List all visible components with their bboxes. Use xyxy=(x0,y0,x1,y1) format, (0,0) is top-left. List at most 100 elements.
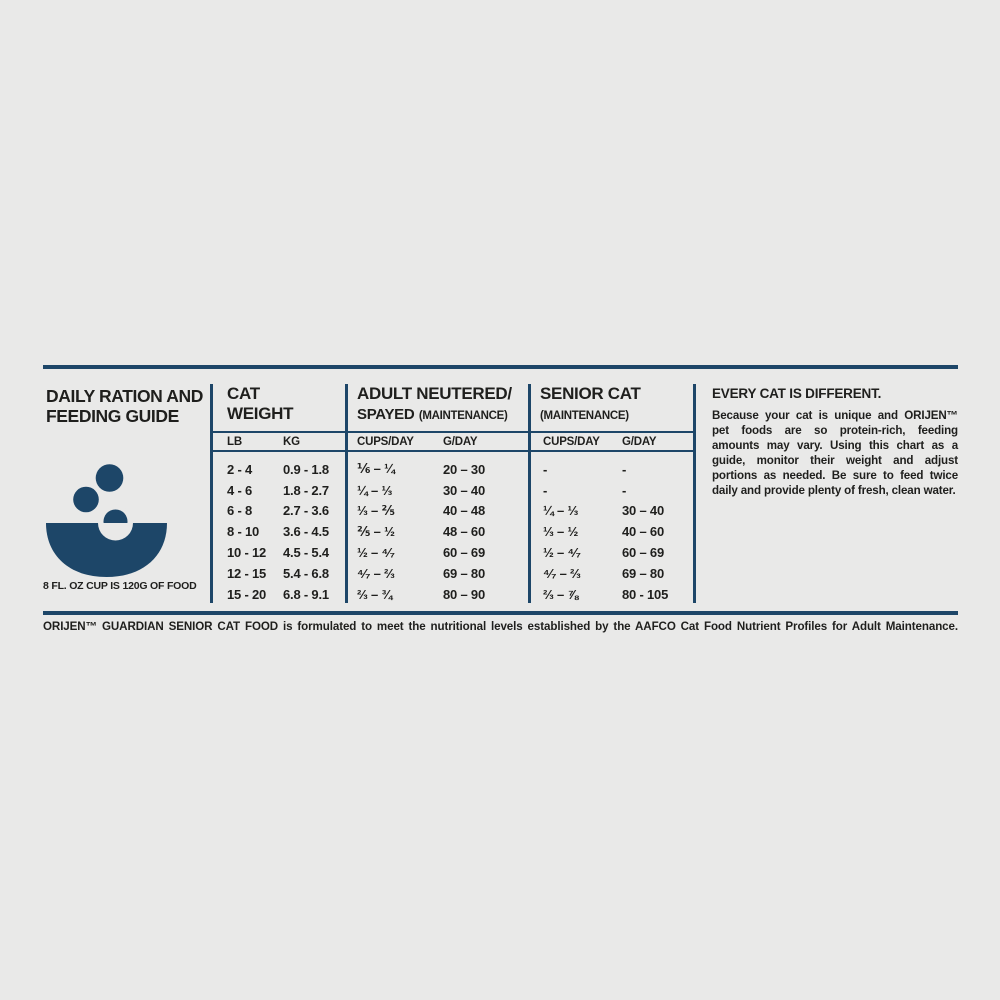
table-row: ½ – ⁴⁄₇ 60 – 69 xyxy=(531,542,693,563)
col-header-g-day: G/DAY xyxy=(622,435,657,448)
senior-title-line1: SENIOR CAT xyxy=(540,384,641,403)
grams-value: 69 – 80 xyxy=(443,565,485,581)
table-row: 15 - 20 6.8 - 9.1 xyxy=(211,584,345,605)
lb-value: 10 - 12 xyxy=(227,545,267,561)
grams-value: 80 - 105 xyxy=(622,586,669,602)
aafco-statement: ORIJEN™ GUARDIAN SENIOR CAT FOOD is form… xyxy=(43,620,958,633)
grams-value: 40 – 60 xyxy=(622,524,664,540)
table-row: -- xyxy=(531,459,693,480)
lb-value: 8 - 10 xyxy=(227,524,260,540)
cat-weight-rows: 2 - 4 0.9 - 1.8 4 - 6 1.8 - 2.7 6 - 8 2.7 -… xyxy=(211,459,345,605)
adult-subtitle: (MAINTENANCE) xyxy=(418,409,508,422)
table-row: ⅙ – ¼ 20 – 30 xyxy=(348,459,528,480)
column-divider xyxy=(528,384,531,603)
food-bowl-kibble-svg xyxy=(46,464,167,577)
cups-value: ⅔ – ¾ xyxy=(357,586,393,602)
table-row: ⅓ – ⅖ 40 – 48 xyxy=(348,501,528,522)
cups-value: ⅖ – ½ xyxy=(357,523,395,539)
cups-value: ⅓ – ⅖ xyxy=(357,502,395,518)
kg-value: 6.8 - 9.1 xyxy=(283,586,329,602)
grams-value: 60 – 69 xyxy=(622,545,664,561)
col-header-kg: KG xyxy=(283,435,300,448)
col-header-cups-day: CUPS/DAY xyxy=(543,435,600,448)
top-rule xyxy=(43,365,958,369)
cups-value: ¼ – ⅓ xyxy=(543,503,579,519)
column-divider xyxy=(210,384,213,603)
cup-size-caption: 8 FL. OZ CUP IS 120G OF FOOD xyxy=(43,580,197,592)
cat-weight-title-line2: WEIGHT xyxy=(227,403,294,423)
cups-value: - xyxy=(543,461,548,477)
cups-value: ⅙ – ¼ xyxy=(357,461,395,477)
bottom-rule xyxy=(43,611,958,615)
col-header-lb: LB xyxy=(227,435,242,448)
table-row: ⁴⁄₇ – ⅔ 69 – 80 xyxy=(531,563,693,584)
cups-value: ⁴⁄₇ – ⅔ xyxy=(357,565,395,581)
table-row: ⅓ – ½ 40 – 60 xyxy=(531,521,693,542)
food-bowl-kibble-icon xyxy=(40,452,180,592)
table-row: 6 - 8 2.7 - 3.6 xyxy=(211,501,345,522)
lb-value: 12 - 15 xyxy=(227,565,267,581)
table-row: 4 - 6 1.8 - 2.7 xyxy=(211,480,345,501)
lb-value: 6 - 8 xyxy=(227,503,253,519)
cups-value: ½ – ⁴⁄₇ xyxy=(357,545,395,561)
table-row: ½ – ⁴⁄₇ 60 – 69 xyxy=(348,542,528,563)
table-row: ⅔ – ¾ 80 – 90 xyxy=(348,584,528,605)
kg-value: 5.4 - 6.8 xyxy=(283,565,329,581)
table-row: 2 - 4 0.9 - 1.8 xyxy=(211,459,345,480)
cups-value: ⅔ – ⅞ xyxy=(543,586,579,602)
page-title-line1: DAILY RATION AND xyxy=(46,386,203,406)
kg-value: 4.5 - 5.4 xyxy=(283,545,329,561)
grams-value: 30 – 40 xyxy=(443,482,485,498)
cups-value: ⁴⁄₇ – ⅔ xyxy=(543,565,581,581)
grams-value: 40 – 48 xyxy=(443,503,485,519)
page-title-line2: FEEDING GUIDE xyxy=(46,406,179,426)
table-row: -- xyxy=(531,480,693,501)
left-panel: DAILY RATION AND FEEDING GUIDE 8 FL. OZ … xyxy=(43,386,206,592)
table-row: ¼ – ⅓ 30 – 40 xyxy=(348,480,528,501)
grams-value: 80 – 90 xyxy=(443,586,485,602)
info-heading: EVERY CAT IS DIFFERENT. xyxy=(712,386,882,401)
table-row: 12 - 15 5.4 - 6.8 xyxy=(211,563,345,584)
grams-value: 69 – 80 xyxy=(622,565,664,581)
kg-value: 1.8 - 2.7 xyxy=(283,482,329,498)
cat-weight-subheader: LB KG xyxy=(211,431,345,452)
senior-title: SENIOR CAT (MAINTENANCE) xyxy=(531,384,693,426)
table-row: 8 - 10 3.6 - 4.5 xyxy=(211,521,345,542)
cups-value: ¼ – ⅓ xyxy=(357,482,393,498)
column-divider xyxy=(345,384,348,603)
adult-neutered-section: ADULT NEUTERED/ SPAYED (MAINTENANCE) CUP… xyxy=(348,384,528,602)
cat-weight-title: CAT WEIGHT xyxy=(211,384,345,423)
col-header-g-day: G/DAY xyxy=(443,435,478,448)
table-row: ⅖ – ½ 48 – 60 xyxy=(348,521,528,542)
cups-value: - xyxy=(543,482,548,498)
column-divider xyxy=(693,384,696,603)
table-row: ¼ – ⅓ 30 – 40 xyxy=(531,501,693,522)
grams-value: 30 – 40 xyxy=(622,503,664,519)
grams-value: - xyxy=(622,461,627,477)
cat-weight-title-line1: CAT xyxy=(227,384,260,403)
lb-value: 4 - 6 xyxy=(227,482,253,498)
page-title: DAILY RATION AND FEEDING GUIDE xyxy=(46,386,206,426)
senior-subtitle: (MAINTENANCE) xyxy=(540,409,629,422)
adult-title-line1: ADULT NEUTERED/ xyxy=(357,384,512,403)
cat-weight-section: CAT WEIGHT LB KG 2 - 4 0.9 - 1.8 4 - 6 1.8… xyxy=(211,384,345,602)
info-body: Because your cat is unique and ORIJEN™ p… xyxy=(712,409,958,497)
senior-subheader: CUPS/DAY G/DAY xyxy=(531,431,693,452)
grams-value: 60 – 69 xyxy=(443,545,485,561)
grams-value: 48 – 60 xyxy=(443,524,485,540)
table-row: 10 - 12 4.5 - 5.4 xyxy=(211,542,345,563)
kg-value: 0.9 - 1.8 xyxy=(283,461,329,477)
lb-value: 15 - 20 xyxy=(227,586,267,602)
table-row: ⁴⁄₇ – ⅔ 69 – 80 xyxy=(348,563,528,584)
cups-value: ½ – ⁴⁄₇ xyxy=(543,545,581,561)
table-row: ⅔ – ⅞ 80 - 105 xyxy=(531,584,693,605)
info-panel: EVERY CAT IS DIFFERENT. Because your cat… xyxy=(712,386,958,498)
grams-value: 20 – 30 xyxy=(443,461,485,477)
cups-value: ⅓ – ½ xyxy=(543,524,579,540)
adult-title: ADULT NEUTERED/ SPAYED (MAINTENANCE) xyxy=(348,384,528,426)
col-header-cups-day: CUPS/DAY xyxy=(357,435,414,448)
lb-value: 2 - 4 xyxy=(227,461,253,477)
adult-rows: ⅙ – ¼ 20 – 30 ¼ – ⅓ 30 – 40 ⅓ – ⅖ 40 – 48 ⅖… xyxy=(348,459,528,605)
senior-rows: -- -- ¼ – ⅓ 30 – 40 ⅓ – ½ 40 – 60 ½ – ⁴⁄₇ 6… xyxy=(531,459,693,605)
